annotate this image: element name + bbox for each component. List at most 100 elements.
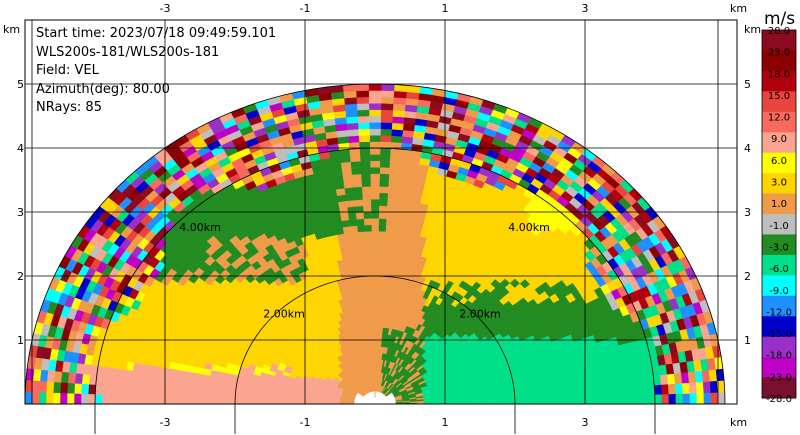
velocity-cell [507,394,516,400]
velocity-cell [378,218,387,226]
velocity-cell [521,393,530,400]
velocity-cell [610,370,619,381]
velocity-cell [555,384,564,392]
velocity-cell [386,199,396,207]
colorbar-swatch [762,234,796,256]
velocity-cell [389,154,401,163]
velocity-cell [378,205,388,213]
y-tick-label-right: 3 [744,206,751,219]
velocity-cell [185,390,194,399]
velocity-cell [45,381,55,394]
velocity-cell [166,375,175,384]
velocity-cell [52,382,62,394]
velocity-cell [575,375,584,384]
velocity-cell [255,395,264,401]
velocity-cell [535,392,544,399]
velocity-cell [393,84,408,92]
velocity-cell [115,394,124,404]
velocity-cell [381,282,388,290]
velocity-cell [605,395,614,404]
velocity-cell [626,386,635,396]
velocity-cell [619,395,628,404]
velocity-cell [633,385,642,396]
velocity-cell [356,224,365,233]
velocity-cell [398,167,409,176]
velocity-cell [380,307,385,316]
velocity-cell [234,394,243,400]
velocity-cell [365,243,373,251]
velocity-cell [376,333,380,341]
velocity-cell [108,394,117,404]
velocity-cell [94,384,103,396]
velocity-cell [207,381,217,388]
velocity-cell [569,383,578,392]
velocity-cell [576,382,585,391]
velocity-cell [661,393,670,404]
velocity-cell [256,391,264,397]
velocity-cell [206,392,215,399]
velocity-cell [388,167,400,175]
velocity-cell [290,400,299,404]
velocity-cell [39,369,49,383]
velocity-cell [150,396,159,404]
velocity-cell [591,388,600,397]
velocity-cell [717,391,726,404]
velocity-cell [341,167,352,176]
velocity-cell [369,160,381,168]
velocity-cell [373,339,377,347]
velocity-cell [369,154,381,162]
velocity-cell [347,135,360,143]
velocity-cell [380,115,393,124]
velocity-cell [357,237,366,245]
velocity-cell [81,374,91,385]
velocity-cell [164,389,173,398]
velocity-cell [392,218,402,227]
velocity-cell [369,128,381,136]
velocity-cell [393,212,403,221]
velocity-cell [371,237,379,245]
velocity-cell [514,398,523,404]
velocity-cell [290,398,299,402]
colorbar-swatch [762,295,796,317]
velocity-cell [66,382,76,395]
velocity-cell [535,398,544,404]
velocity-cell [380,128,392,136]
velocity-cell [358,141,371,149]
velocity-cell [708,369,718,382]
velocity-cell [612,395,621,404]
velocity-cell [379,154,391,162]
velocity-cell [654,394,663,404]
y-tick-label-left: 4 [17,142,24,155]
colorbar-label: -12.0 [766,307,792,318]
velocity-cell [380,122,393,130]
velocity-cell [221,388,230,395]
velocity-cell [549,397,558,404]
velocity-cell [377,237,386,245]
velocity-cell [633,394,642,404]
velocity-cell [344,193,355,202]
info-panel: Start time: 2023/07/18 09:49:59.101 WLS2… [36,25,276,118]
velocity-cell [353,257,362,265]
velocity-cell [387,180,398,188]
colorbar-label: 28.0 [768,26,790,37]
velocity-cell [604,379,613,389]
velocity-cell [639,376,648,387]
velocity-cell [399,226,408,234]
velocity-cell [358,243,366,252]
velocity-cell [370,173,380,181]
velocity-cells [25,83,726,404]
velocity-cell [373,327,377,334]
velocity-cell [380,134,392,143]
velocity-cell [52,392,61,404]
field-name: Field: VEL [36,63,99,78]
velocity-cell [207,386,216,394]
velocity-cell [171,390,180,398]
velocity-cell [379,320,384,328]
velocity-cell [361,192,372,200]
colorbar-swatch [762,316,796,338]
velocity-cell [674,382,684,395]
velocity-cell [528,392,537,400]
velocity-cell [208,375,217,383]
velocity-cell [680,371,690,384]
